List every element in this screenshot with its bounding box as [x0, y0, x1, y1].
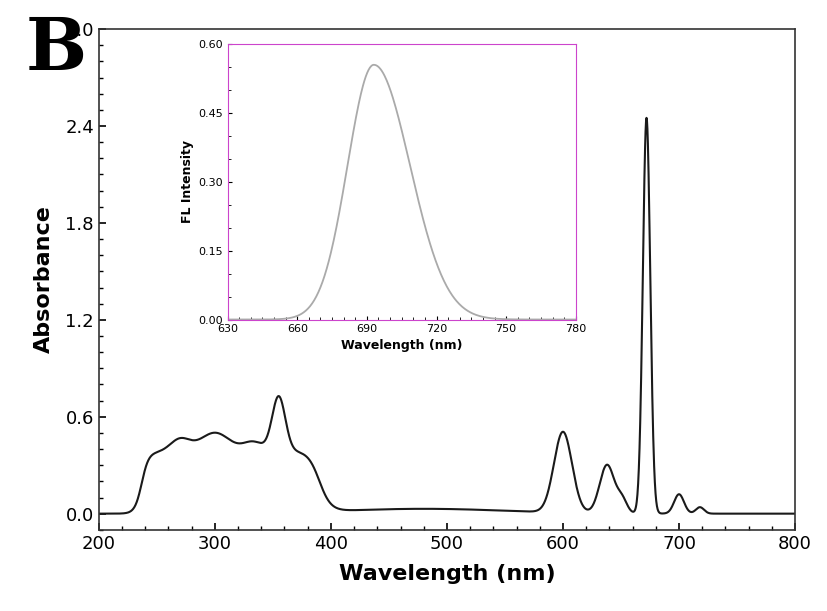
Y-axis label: Absorbance: Absorbance — [34, 205, 54, 353]
X-axis label: Wavelength (nm): Wavelength (nm) — [338, 564, 555, 584]
Text: B: B — [26, 14, 87, 85]
